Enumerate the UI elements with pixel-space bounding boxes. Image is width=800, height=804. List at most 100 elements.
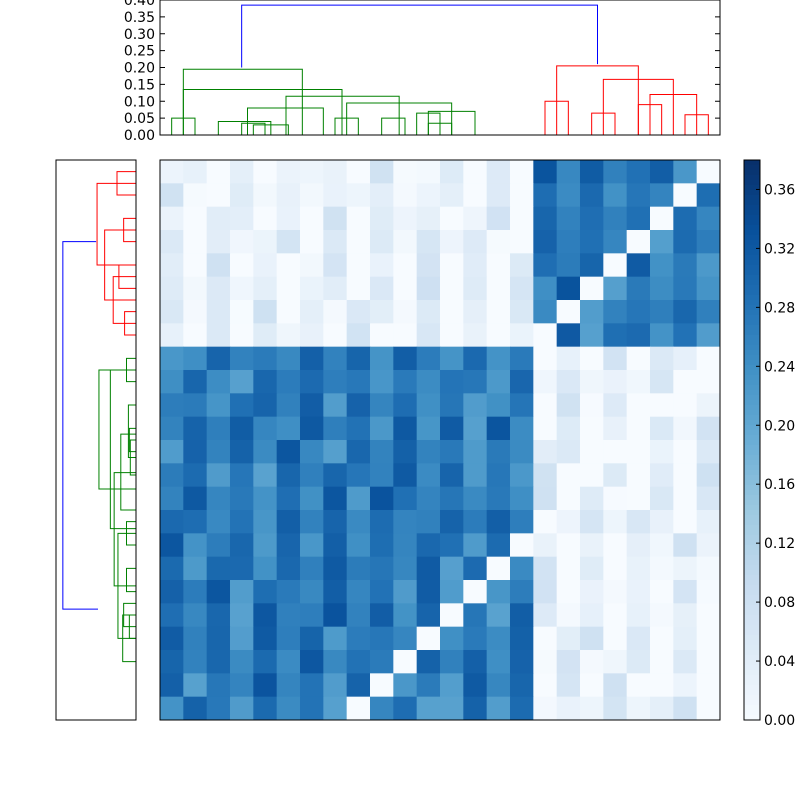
heatmap-cell [276, 696, 301, 721]
heatmap-cell [556, 300, 581, 324]
heatmap-cell [160, 370, 184, 394]
heatmap-cell [206, 276, 231, 301]
heatmap-cell [533, 510, 558, 534]
heatmap-cell [393, 300, 418, 324]
heatmap-cell [486, 463, 511, 488]
heatmap-cell [556, 673, 581, 698]
heatmap-cell [183, 673, 208, 698]
heatmap-cell [463, 370, 488, 394]
heatmap-cell [300, 650, 324, 674]
heatmap-cell [370, 696, 394, 721]
colorbar-segment [744, 575, 760, 581]
colorbar-segment [744, 250, 760, 256]
heatmap-cell [626, 603, 651, 628]
heatmap-cell [323, 253, 348, 278]
heatmap-cell [440, 183, 464, 208]
heatmap-cell [626, 160, 651, 184]
heatmap-cell [626, 510, 651, 534]
heatmap-cell [346, 346, 371, 371]
colorbar-segment [744, 360, 760, 366]
heatmap-cell [393, 323, 418, 348]
heatmap-cell [183, 300, 208, 324]
heatmap-cell [253, 510, 278, 534]
heatmap-cell [276, 160, 301, 184]
dendrogram-link [128, 427, 136, 453]
heatmap-cell [440, 510, 464, 534]
heatmap-cell [323, 533, 348, 558]
heatmap-cell [183, 626, 208, 651]
y-tick-label: 0.40 [124, 0, 155, 9]
colorbar-segment [744, 480, 760, 486]
heatmap-cell [533, 276, 558, 301]
heatmap-cell [230, 510, 254, 534]
colorbar-segment [744, 640, 760, 646]
heatmap-cell [323, 230, 348, 254]
heatmap-cell [370, 533, 394, 558]
heatmap-cell [626, 440, 651, 464]
heatmap-cell [230, 206, 254, 231]
heatmap-cell [440, 323, 464, 348]
colorbar-segment [744, 555, 760, 561]
heatmap-cell [253, 696, 278, 721]
heatmap-cell [230, 650, 254, 674]
heatmap-cell [673, 486, 698, 511]
colorbar-segment [744, 605, 760, 611]
heatmap-cell [463, 603, 488, 628]
colorbar-segment [744, 660, 760, 666]
heatmap-cell [626, 253, 651, 278]
heatmap-cell [580, 650, 604, 674]
heatmap-cell [626, 626, 651, 651]
dendrogram-link [182, 68, 303, 135]
y-tick-label: 0.10 [124, 94, 155, 110]
heatmap-cell [230, 673, 254, 698]
heatmap-cell [650, 650, 674, 674]
colorbar-tick-label: 0.00 [764, 713, 795, 729]
colorbar-segment [744, 230, 760, 236]
heatmap-cell [416, 463, 441, 488]
colorbar-segment [744, 695, 760, 701]
heatmap-cell [510, 650, 534, 674]
heatmap-cell [486, 416, 511, 441]
heatmap-cell [206, 346, 231, 371]
heatmap-cell [323, 206, 348, 231]
y-tick-label: 0.15 [124, 77, 155, 93]
heatmap-cell [346, 416, 371, 441]
colorbar-segment [744, 180, 760, 186]
heatmap-cell [603, 696, 628, 721]
heatmap-cell [580, 580, 604, 604]
heatmap-cell [626, 556, 651, 581]
colorbar-segment [744, 190, 760, 196]
heatmap-cell [276, 370, 301, 394]
heatmap-cell [650, 416, 674, 441]
heatmap-cell [580, 673, 604, 698]
heatmap-cell [323, 160, 348, 184]
heatmap-cell [556, 533, 581, 558]
heatmap-cell [580, 603, 604, 628]
heatmap-cell [230, 183, 254, 208]
heatmap-cell [323, 300, 348, 324]
heatmap-cell [230, 440, 254, 464]
heatmap-cell [650, 346, 674, 371]
heatmap-cell [603, 580, 628, 604]
heatmap-cell [556, 696, 581, 721]
colorbar-segment [744, 510, 760, 516]
dendrogram-link [241, 122, 266, 135]
heatmap-cell [253, 253, 278, 278]
heatmap-cell [580, 510, 604, 534]
heatmap-cell [206, 626, 231, 651]
heatmap-cell [580, 626, 604, 651]
heatmap-cell [650, 160, 674, 184]
heatmap-cell [650, 486, 674, 511]
heatmap-cell [580, 416, 604, 441]
heatmap-cell [346, 580, 371, 604]
colorbar-segment [744, 365, 760, 371]
heatmap-cell [510, 463, 534, 488]
heatmap-cell [510, 393, 534, 418]
heatmap-cell [230, 346, 254, 371]
colorbar-segment [744, 290, 760, 296]
heatmap-cell [206, 440, 231, 464]
heatmap-cell [370, 626, 394, 651]
heatmap-cell [533, 696, 558, 721]
heatmap-cell [300, 580, 324, 604]
heatmap-cell [370, 160, 394, 184]
